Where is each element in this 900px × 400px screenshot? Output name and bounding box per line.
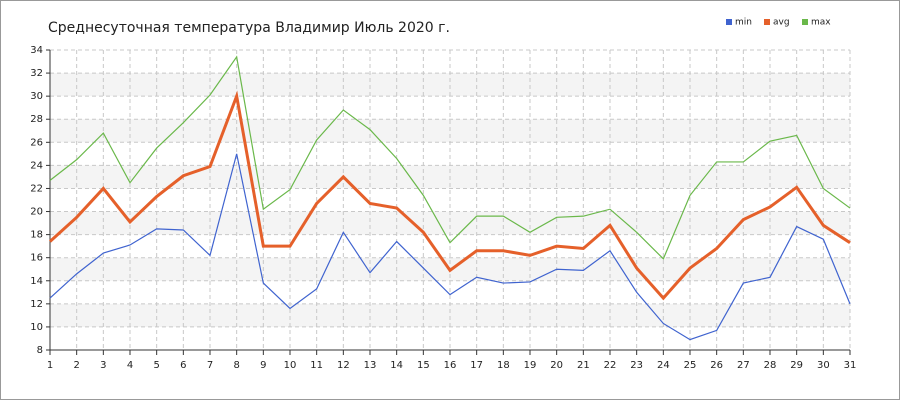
band — [50, 73, 850, 97]
x-tick-label: 25 — [684, 360, 697, 371]
legend-swatch — [802, 19, 808, 25]
y-tick-label: 24 — [30, 160, 43, 171]
x-tick-label: 16 — [444, 360, 457, 371]
x-tick-label: 24 — [657, 360, 670, 371]
x-tick-label: 29 — [790, 360, 803, 371]
x-tick-label: 3 — [100, 360, 106, 371]
x-tick-label: 22 — [604, 360, 617, 371]
x-tick-label: 31 — [844, 360, 857, 371]
legend-label: avg — [773, 18, 790, 28]
x-tick-label: 18 — [497, 360, 510, 371]
x-tick-label: 21 — [577, 360, 590, 371]
x-tick-label: 12 — [337, 360, 350, 371]
y-tick-label: 30 — [30, 91, 43, 102]
x-tick-label: 11 — [310, 360, 323, 371]
band — [50, 303, 850, 327]
legend-label: min — [735, 18, 752, 28]
legend-swatch — [726, 19, 732, 25]
x-tick-label: 17 — [470, 360, 483, 371]
x-tick-label: 4 — [127, 360, 133, 371]
y-tick-label: 26 — [30, 137, 43, 148]
x-tick-label: 27 — [737, 360, 750, 371]
x-tick-label: 30 — [817, 360, 830, 371]
y-tick-label: 18 — [30, 230, 43, 241]
y-tick-label: 10 — [30, 322, 43, 333]
y-tick-label: 8 — [37, 345, 43, 356]
x-tick-label: 15 — [417, 360, 430, 371]
series-line — [49, 55, 851, 260]
y-tick-label: 34 — [30, 45, 43, 56]
x-tick-label: 26 — [710, 360, 723, 371]
y-tick-label: 14 — [30, 276, 43, 287]
x-tick-label: 9 — [260, 360, 266, 371]
x-tick-label: 14 — [390, 360, 403, 371]
series-line — [49, 153, 851, 341]
y-tick-label: 22 — [30, 183, 43, 194]
x-tick-label: 23 — [630, 360, 643, 371]
legend-label: max — [811, 18, 831, 28]
x-tick-label: 2 — [73, 360, 79, 371]
x-tick-label: 20 — [550, 360, 563, 371]
series-line — [48, 90, 851, 301]
x-tick-label: 1 — [47, 360, 53, 371]
x-tick-label: 6 — [180, 360, 186, 371]
y-tick-label: 12 — [30, 299, 43, 310]
x-tick-label: 8 — [233, 360, 239, 371]
y-tick-label: 16 — [30, 253, 43, 264]
x-tick-label: 10 — [284, 360, 297, 371]
y-tick-label: 32 — [30, 68, 43, 79]
y-tick-label: 28 — [30, 114, 43, 125]
x-tick-label: 5 — [153, 360, 159, 371]
chart-title: Среднесуточная температура Владимир Июль… — [48, 20, 450, 36]
y-tick-label: 20 — [30, 207, 43, 218]
legend-swatch — [764, 19, 770, 25]
x-tick-label: 19 — [524, 360, 537, 371]
x-tick-label: 28 — [764, 360, 777, 371]
x-tick-label: 13 — [364, 360, 377, 371]
x-tick-label: 7 — [207, 360, 213, 371]
